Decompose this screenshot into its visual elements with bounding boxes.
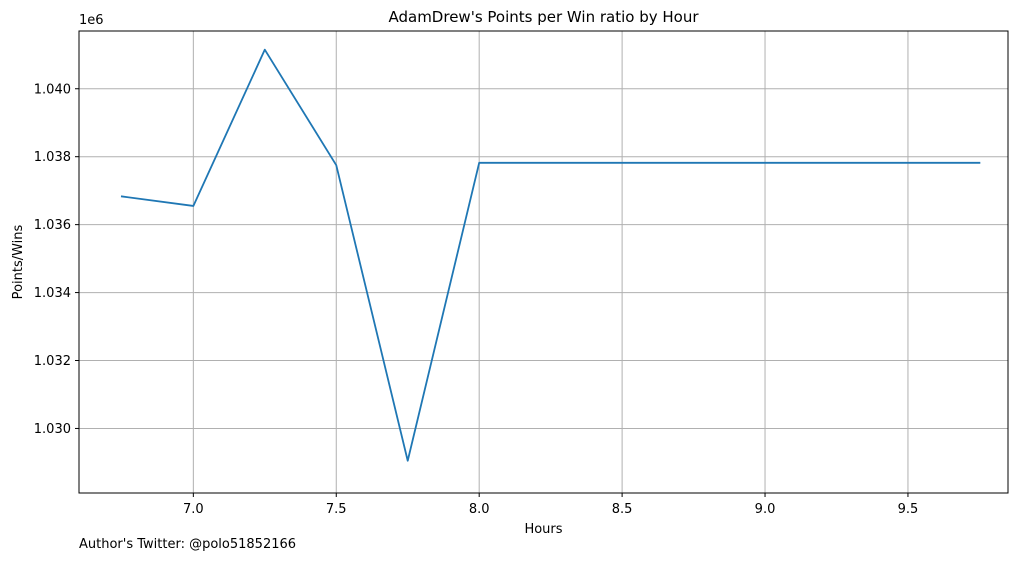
x-tick-label: 8.5 — [612, 502, 633, 517]
plot-area-frame — [78, 30, 1009, 494]
x-axis: 7.0 7.5 8.0 8.5 9.0 9.5 — [183, 493, 918, 517]
series-line — [120, 48, 981, 462]
y-tick-label: 1.032 — [34, 354, 71, 369]
x-tick-label: 8.0 — [469, 502, 490, 517]
x-tick-label: 9.5 — [898, 502, 919, 517]
y-tick-label: 1.038 — [34, 150, 71, 165]
y-axis-offset-text: 1e6 — [79, 13, 104, 28]
y-tick-label: 1.030 — [34, 422, 71, 437]
y-tick-label: 1.034 — [34, 286, 71, 301]
x-axis-label: Hours — [524, 522, 562, 537]
y-axis-label: Points/Wins — [11, 224, 26, 299]
x-tick-label: 7.0 — [183, 502, 204, 517]
y-tick-label: 1.036 — [34, 218, 71, 233]
grid-lines — [79, 31, 1008, 493]
author-twitter-note: Author's Twitter: @polo51852166 — [79, 537, 297, 552]
series-layer — [120, 48, 981, 462]
y-tick-label: 1.040 — [34, 82, 71, 97]
chart-title: AdamDrew's Points per Win ratio by Hour — [388, 8, 699, 26]
x-tick-label: 7.5 — [326, 502, 347, 517]
x-tick-label: 9.0 — [755, 502, 776, 517]
y-axis: 1.030 1.032 1.034 1.036 1.038 1.040 — [34, 82, 79, 437]
